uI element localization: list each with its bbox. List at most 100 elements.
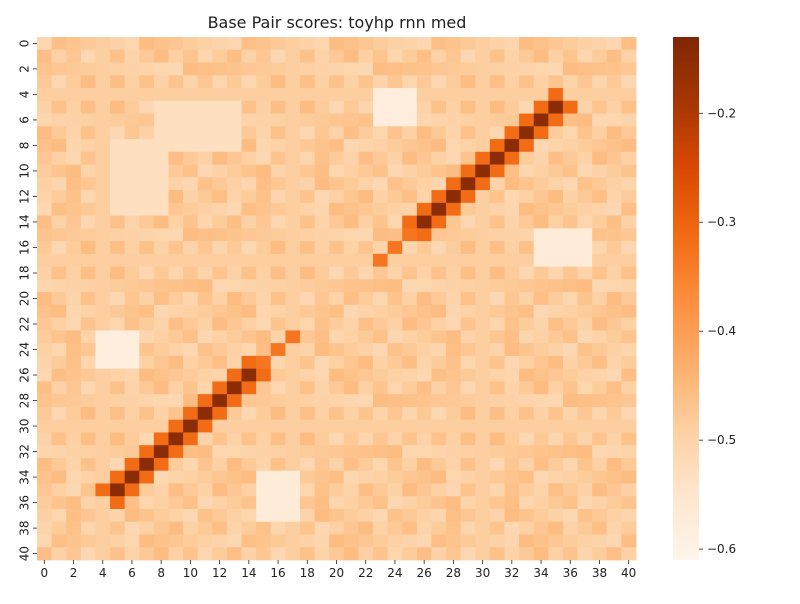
heatmap-cell xyxy=(373,266,389,280)
heatmap-cell xyxy=(183,496,199,510)
heatmap-cell xyxy=(402,139,418,153)
heatmap-cell xyxy=(66,190,82,204)
heatmap-cell xyxy=(314,100,330,114)
heatmap-cell xyxy=(183,508,199,523)
heatmap-cell xyxy=(373,394,389,408)
heatmap-cell xyxy=(197,355,213,370)
heatmap-cell xyxy=(402,355,418,370)
heatmap-cell xyxy=(80,432,96,446)
heatmap-cell xyxy=(548,330,564,344)
heatmap-cell xyxy=(226,266,242,280)
heatmap-cell xyxy=(168,100,184,114)
heatmap-cell xyxy=(460,37,476,51)
heatmap-cell xyxy=(110,279,126,293)
heatmap-cell xyxy=(124,266,140,280)
heatmap-cell xyxy=(329,139,345,153)
heatmap-cell xyxy=(504,381,520,395)
heatmap-cell xyxy=(168,521,184,535)
heatmap-cell xyxy=(358,394,374,408)
heatmap-cell xyxy=(562,343,578,357)
heatmap-cell xyxy=(562,241,578,255)
heatmap-cell xyxy=(416,419,432,433)
heatmap-cell xyxy=(51,330,67,344)
heatmap-cell xyxy=(431,394,447,408)
heatmap-cell xyxy=(183,470,199,484)
heatmap-cell xyxy=(139,343,155,357)
heatmap-cell xyxy=(489,317,505,331)
heatmap-cell xyxy=(358,190,374,204)
heatmap-cell xyxy=(592,164,608,178)
heatmap-cell xyxy=(489,368,505,382)
heatmap-cell xyxy=(66,279,82,293)
heatmap-cell xyxy=(183,292,199,306)
heatmap-cell xyxy=(256,151,272,165)
heatmap-cell xyxy=(299,406,315,421)
heatmap-cell xyxy=(212,100,228,114)
heatmap-cell xyxy=(226,88,242,102)
heatmap-cell xyxy=(256,202,272,216)
heatmap-cell xyxy=(95,177,111,191)
heatmap-cell xyxy=(80,215,96,229)
heatmap-cell xyxy=(533,330,549,344)
heatmap-cell xyxy=(489,228,505,242)
heatmap-cell xyxy=(431,151,447,165)
heatmap-cell xyxy=(431,343,447,357)
heatmap-cell xyxy=(416,521,432,535)
heatmap-cell xyxy=(548,151,564,165)
heatmap-cell xyxy=(446,49,462,63)
heatmap-cell xyxy=(124,113,140,127)
heatmap-cell xyxy=(139,521,155,535)
x-axis: 0 2 4 6 8 10 12 14 16 18 20 22 24 26 28 30 32 34 36 38 40 xyxy=(40,560,636,580)
heatmap-cell xyxy=(343,88,359,102)
heatmap-cell xyxy=(299,343,315,357)
heatmap-cell xyxy=(373,75,389,89)
heatmap-cell xyxy=(475,457,491,472)
heatmap-cell xyxy=(387,164,403,178)
heatmap-cell xyxy=(256,49,272,63)
heatmap-cell xyxy=(124,37,140,51)
heatmap-cell xyxy=(621,279,637,293)
heatmap-cell xyxy=(446,139,462,153)
heatmap-cell xyxy=(299,164,315,178)
heatmap-cell xyxy=(124,381,140,395)
heatmap-cell xyxy=(51,317,67,331)
heatmap-cell xyxy=(95,279,111,293)
heatmap-cell xyxy=(431,304,447,319)
heatmap-cell xyxy=(66,470,82,484)
heatmap-cell xyxy=(314,241,330,255)
heatmap-cell xyxy=(299,355,315,370)
heatmap-cell xyxy=(621,317,637,331)
heatmap-cell xyxy=(446,419,462,433)
heatmap-cell xyxy=(51,62,67,76)
heatmap-cell xyxy=(519,100,535,114)
heatmap-cell xyxy=(95,151,111,165)
heatmap-cell xyxy=(402,113,418,127)
heatmap-cell xyxy=(621,304,637,319)
heatmap-cell xyxy=(460,266,476,280)
heatmap-cell xyxy=(139,368,155,382)
heatmap-cell xyxy=(387,253,403,268)
heatmap-cell xyxy=(285,177,301,191)
heatmap-cell xyxy=(358,534,374,548)
heatmap-cell xyxy=(475,266,491,280)
heatmap-cell xyxy=(402,419,418,433)
heatmap-cell xyxy=(446,304,462,319)
heatmap-cell xyxy=(153,139,169,153)
heatmap-cell xyxy=(285,100,301,114)
y-tick-label: 36 xyxy=(18,495,32,510)
heatmap-cell xyxy=(504,343,520,357)
heatmap-cell xyxy=(475,126,491,140)
heatmap-cell xyxy=(373,190,389,204)
heatmap-cell xyxy=(358,445,374,459)
heatmap-cell xyxy=(431,508,447,523)
heatmap-cell xyxy=(387,343,403,357)
heatmap-cell xyxy=(241,508,257,523)
heatmap-cell xyxy=(592,368,608,382)
heatmap-cell xyxy=(197,521,213,535)
heatmap-cell xyxy=(168,88,184,102)
heatmap-cell xyxy=(299,215,315,229)
heatmap-cell xyxy=(387,496,403,510)
heatmap-cell xyxy=(489,432,505,446)
y-tick-label: 34 xyxy=(18,469,32,484)
heatmap-cell xyxy=(183,62,199,76)
